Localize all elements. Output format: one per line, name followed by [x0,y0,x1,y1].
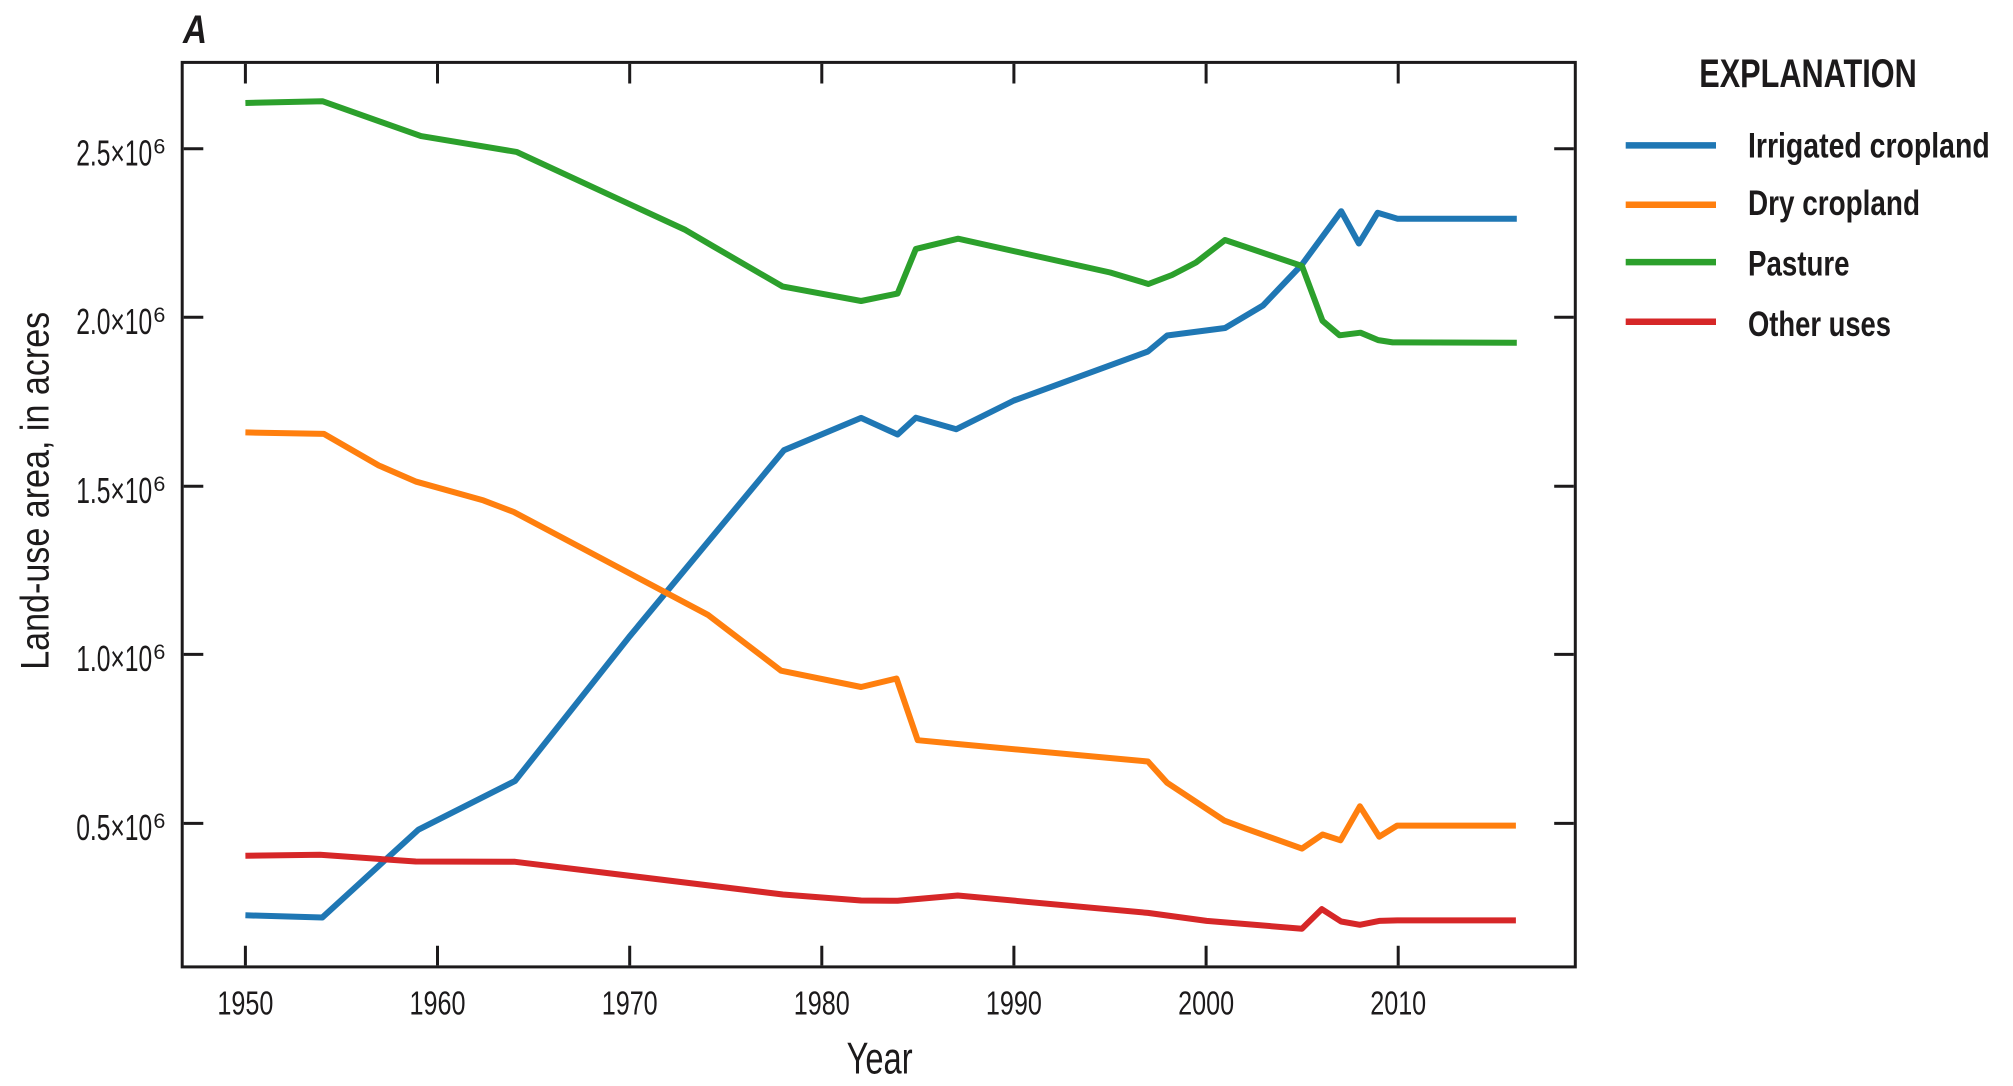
svg-text:1.0×10: 1.0×10 [76,638,152,679]
svg-text:2.5×10: 2.5×10 [76,132,152,173]
svg-text:Land-use area, in acres: Land-use area, in acres [13,312,57,670]
svg-text:1970: 1970 [602,986,658,1023]
svg-text:2000: 2000 [1178,986,1234,1023]
svg-text:6: 6 [153,136,165,159]
svg-text:1.5×10: 1.5×10 [76,470,152,511]
svg-text:EXPLANATION: EXPLANATION [1699,52,1917,96]
svg-text:Irrigated cropland: Irrigated cropland [1748,126,1990,165]
svg-text:1960: 1960 [410,986,466,1023]
svg-text:Dry cropland: Dry cropland [1748,184,1920,223]
svg-text:1980: 1980 [794,986,850,1023]
svg-text:Year: Year [847,1035,913,1084]
svg-text:1950: 1950 [217,986,273,1023]
svg-text:2.0×10: 2.0×10 [76,301,152,342]
svg-text:6: 6 [153,641,165,664]
svg-text:Other uses: Other uses [1748,305,1891,344]
svg-text:0.5×10: 0.5×10 [76,807,152,848]
svg-text:A: A [182,8,207,52]
svg-text:6: 6 [153,304,165,327]
svg-text:Pasture: Pasture [1748,245,1850,284]
svg-text:6: 6 [153,810,165,833]
svg-text:6: 6 [153,473,165,496]
svg-text:2010: 2010 [1370,986,1426,1023]
svg-text:1990: 1990 [986,986,1042,1023]
